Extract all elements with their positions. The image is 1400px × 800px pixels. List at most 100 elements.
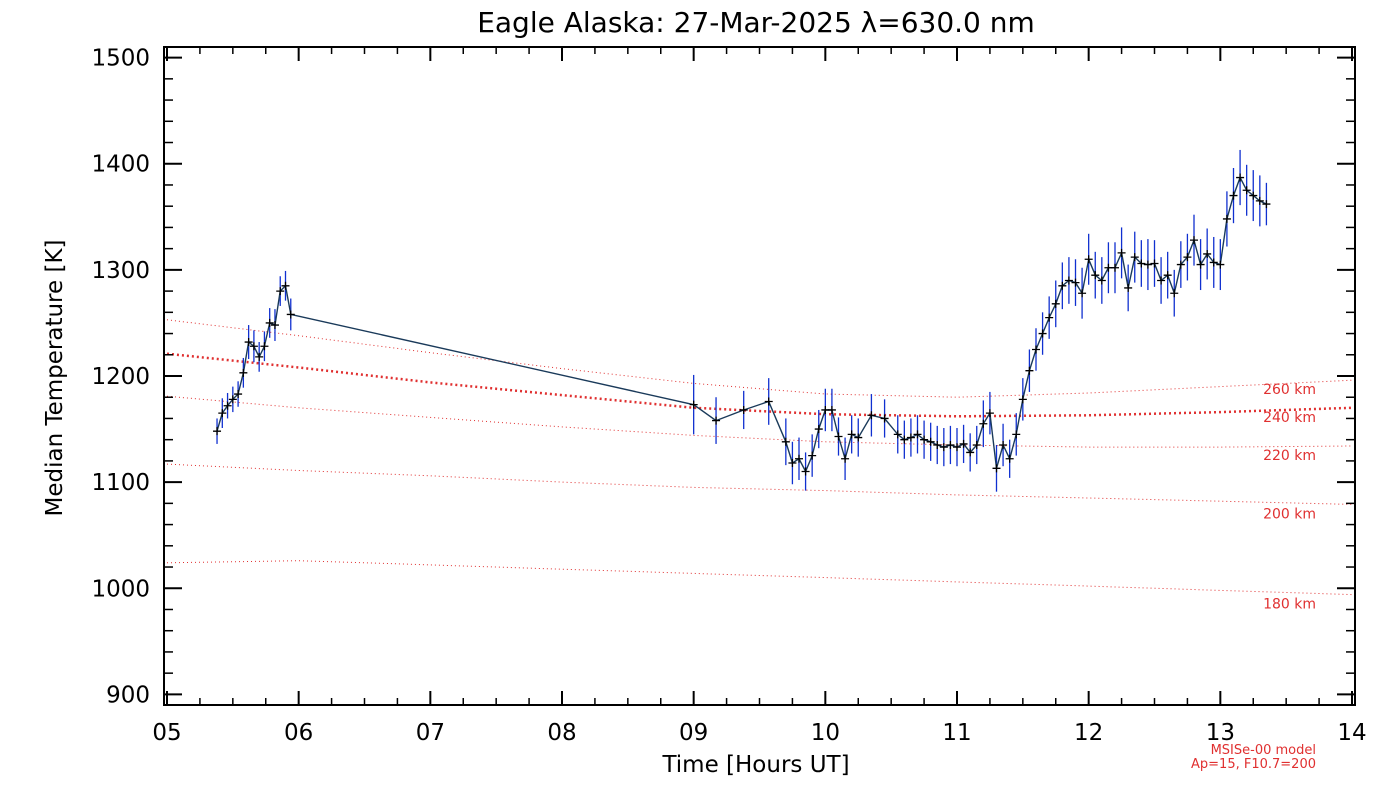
data-point <box>1242 186 1251 195</box>
data-point <box>933 440 942 449</box>
data-point <box>244 338 253 347</box>
data-point <box>1176 260 1185 269</box>
data-point <box>1018 395 1027 404</box>
data-point <box>913 430 922 439</box>
data-point <box>1064 276 1073 285</box>
data-point <box>1236 173 1245 182</box>
y-tick-label: 1500 <box>91 46 150 72</box>
data-point <box>1196 260 1205 269</box>
data-point <box>712 416 721 425</box>
model-line-220km <box>166 395 1353 448</box>
data-point <box>1091 271 1100 280</box>
y-tick-label: 1100 <box>91 470 150 496</box>
data-point <box>1183 253 1192 262</box>
data-point <box>906 433 915 442</box>
model-name-note: MSISe-00 model <box>1211 743 1316 758</box>
data-point <box>223 401 232 410</box>
data-point <box>1222 214 1231 223</box>
data-point <box>234 390 243 399</box>
y-tick-label: 1000 <box>91 576 150 602</box>
data-point <box>1117 248 1126 257</box>
data-point <box>1249 191 1258 200</box>
data-point <box>880 414 889 423</box>
data-point <box>946 440 955 449</box>
data-point <box>1124 283 1133 292</box>
data-point <box>1137 259 1146 268</box>
data-point <box>1012 430 1021 439</box>
model-params-note: Ap=15, F10.7=200 <box>1191 757 1316 772</box>
data-point <box>1216 260 1225 269</box>
data-point <box>1262 200 1271 209</box>
data-point <box>841 454 850 463</box>
data-point <box>1163 271 1172 280</box>
data-point <box>1209 258 1218 267</box>
chart-title: Eagle Alaska: 27-Mar-2025 λ=630.0 nm <box>477 6 1035 39</box>
x-tick-label: 12 <box>1074 720 1103 746</box>
data-point <box>827 405 836 414</box>
x-tick-label: 14 <box>1337 720 1366 746</box>
data-point <box>939 443 948 452</box>
data-point <box>265 318 274 327</box>
x-axis: 05 06 07 08 09 10 11 12 13 14 <box>152 47 1367 746</box>
data-point <box>1038 329 1047 338</box>
x-tick-label: 08 <box>547 720 576 746</box>
x-tick-label: 06 <box>284 720 313 746</box>
data-point <box>808 451 817 460</box>
data-point <box>1111 263 1119 272</box>
x-axis-title: Time [Hours UT] <box>661 752 849 778</box>
data-point <box>920 435 929 444</box>
x-tick-label: 13 <box>1206 720 1235 746</box>
data-point <box>218 409 227 418</box>
data-point <box>1051 299 1060 308</box>
data-point <box>953 443 961 452</box>
data-point <box>1097 276 1106 285</box>
data-point <box>867 411 876 420</box>
y-tick-label: 900 <box>106 682 150 708</box>
data-point <box>814 425 823 434</box>
data-point <box>893 430 902 439</box>
data-point <box>213 427 222 436</box>
data-point <box>1045 313 1054 322</box>
x-tick-label: 11 <box>942 720 971 746</box>
data-point <box>1058 281 1067 290</box>
data-point <box>260 342 269 351</box>
data-point <box>795 454 803 463</box>
y-tick-label: 1200 <box>91 364 150 390</box>
data-point <box>1203 249 1212 258</box>
plot-frame <box>163 46 1356 706</box>
data-point <box>276 287 285 296</box>
data-point <box>854 433 863 442</box>
data-point <box>959 439 968 448</box>
data-point <box>788 459 797 468</box>
data-point <box>1078 289 1087 298</box>
data-point <box>781 437 790 446</box>
data-point <box>992 464 1001 473</box>
model-line-260km <box>166 319 1353 398</box>
data-point <box>1170 289 1179 298</box>
data-point <box>270 321 279 330</box>
data-point <box>1005 454 1014 463</box>
measured-line <box>216 175 1267 474</box>
measured-series <box>213 0 1271 492</box>
data-point <box>239 368 248 377</box>
model-label-200km: 200 km <box>1263 506 1316 522</box>
data-point <box>1130 253 1139 262</box>
data-point <box>249 342 258 351</box>
data-point <box>764 397 773 406</box>
model-line-200km <box>166 463 1353 505</box>
data-point <box>985 409 994 418</box>
data-point <box>834 432 843 441</box>
data-point <box>1025 366 1034 375</box>
data-point <box>979 419 988 428</box>
data-point <box>1032 345 1040 354</box>
x-tick-label: 05 <box>152 720 181 746</box>
data-point <box>255 352 264 361</box>
model-lines: 260 km 240 km 220 km 200 km 180 km <box>166 319 1353 613</box>
data-point <box>847 430 856 439</box>
model-label-240km: 240 km <box>1263 410 1316 426</box>
data-point <box>1157 276 1166 285</box>
y-tick-label: 1300 <box>91 258 150 284</box>
data-point <box>281 281 290 290</box>
data-point <box>1150 259 1159 268</box>
model-line-180km <box>166 560 1353 596</box>
